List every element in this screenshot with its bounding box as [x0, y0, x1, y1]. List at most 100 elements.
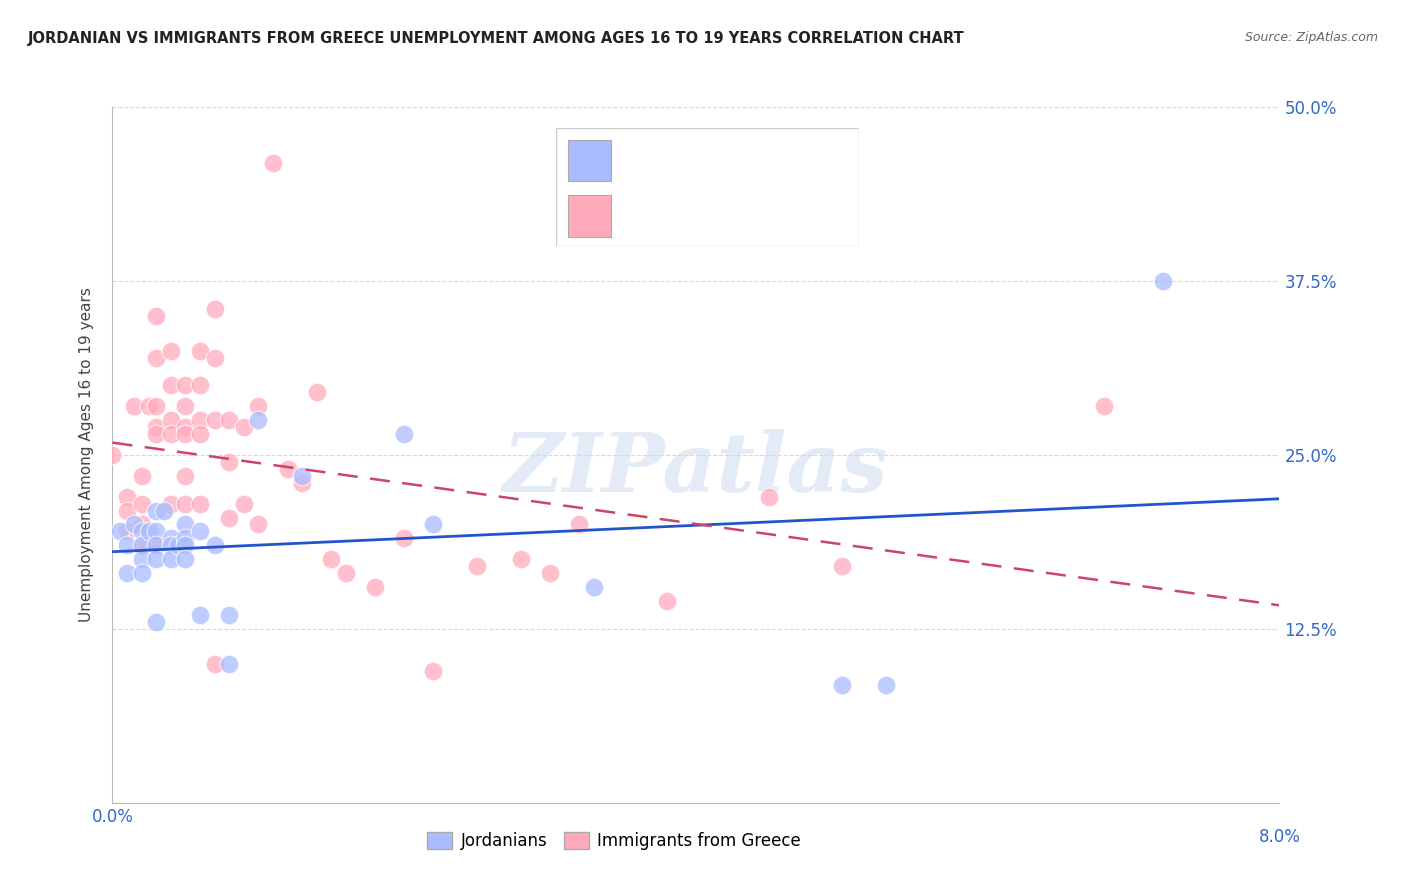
Point	[145, 427, 167, 442]
Point	[160, 538, 183, 552]
Point	[115, 566, 138, 581]
Point	[291, 475, 314, 490]
Point	[262, 155, 284, 169]
Point	[188, 378, 211, 392]
Point	[335, 566, 357, 581]
Point	[124, 399, 146, 413]
Point	[204, 301, 226, 316]
Point	[218, 657, 240, 671]
Point	[204, 351, 226, 365]
Point	[276, 462, 298, 476]
Point	[831, 677, 853, 691]
Point	[394, 532, 416, 546]
Point	[831, 559, 853, 574]
Point	[131, 552, 153, 566]
Point	[291, 468, 314, 483]
Point	[131, 566, 153, 581]
Point	[131, 517, 153, 532]
Point	[131, 524, 153, 539]
Point	[247, 517, 270, 532]
Point	[115, 503, 138, 517]
Point	[145, 309, 167, 323]
Point	[160, 497, 183, 511]
Point	[218, 455, 240, 469]
Point	[145, 351, 167, 365]
Point	[655, 594, 678, 608]
Point	[188, 413, 211, 427]
Point	[538, 566, 561, 581]
Point	[160, 413, 183, 427]
Point	[174, 552, 197, 566]
Point	[145, 420, 167, 434]
Point	[131, 497, 153, 511]
Text: 8.0%: 8.0%	[1258, 828, 1301, 846]
Point	[568, 517, 591, 532]
Point	[152, 503, 174, 517]
Point	[204, 538, 226, 552]
Point	[188, 343, 211, 358]
Point	[145, 538, 167, 552]
Point	[160, 427, 183, 442]
Point	[145, 615, 167, 629]
Point	[204, 413, 226, 427]
Point	[188, 497, 211, 511]
Point	[138, 399, 160, 413]
Point	[160, 343, 183, 358]
Point	[131, 538, 153, 552]
Text: ZIPatlas: ZIPatlas	[503, 429, 889, 508]
Point	[115, 524, 138, 539]
Point	[364, 580, 387, 594]
Point	[188, 427, 211, 442]
Point	[204, 657, 226, 671]
Point	[124, 517, 146, 532]
Point	[232, 420, 254, 434]
Point	[321, 552, 343, 566]
Point	[174, 378, 197, 392]
Point	[247, 399, 270, 413]
Point	[174, 538, 197, 552]
Point	[174, 497, 197, 511]
Point	[174, 427, 197, 442]
Text: JORDANIAN VS IMMIGRANTS FROM GREECE UNEMPLOYMENT AMONG AGES 16 TO 19 YEARS CORRE: JORDANIAN VS IMMIGRANTS FROM GREECE UNEM…	[28, 31, 965, 46]
Point	[247, 413, 270, 427]
Point	[101, 448, 124, 462]
Point	[145, 538, 167, 552]
Point	[115, 490, 138, 504]
Point	[160, 378, 183, 392]
Point	[218, 510, 240, 524]
Point	[174, 517, 197, 532]
Point	[131, 538, 153, 552]
Point	[108, 524, 131, 539]
Point	[145, 503, 167, 517]
Point	[305, 385, 328, 400]
Point	[509, 552, 531, 566]
Point	[232, 497, 254, 511]
Point	[465, 559, 488, 574]
Point	[115, 538, 138, 552]
Point	[160, 552, 183, 566]
Text: Source: ZipAtlas.com: Source: ZipAtlas.com	[1244, 31, 1378, 45]
Point	[422, 517, 444, 532]
Point	[582, 580, 605, 594]
Point	[1094, 399, 1116, 413]
Point	[174, 532, 197, 546]
Point	[174, 420, 197, 434]
Y-axis label: Unemployment Among Ages 16 to 19 years: Unemployment Among Ages 16 to 19 years	[79, 287, 94, 623]
Point	[174, 468, 197, 483]
Point	[218, 607, 240, 622]
Point	[160, 532, 183, 546]
Point	[167, 538, 190, 552]
Legend: Jordanians, Immigrants from Greece: Jordanians, Immigrants from Greece	[420, 826, 808, 857]
Point	[138, 524, 160, 539]
Point	[422, 664, 444, 678]
Point	[218, 413, 240, 427]
Point	[188, 524, 211, 539]
Point	[1152, 274, 1174, 288]
Point	[188, 607, 211, 622]
Point	[875, 677, 897, 691]
Point	[131, 468, 153, 483]
Point	[174, 399, 197, 413]
Point	[145, 399, 167, 413]
Point	[758, 490, 780, 504]
Point	[145, 552, 167, 566]
